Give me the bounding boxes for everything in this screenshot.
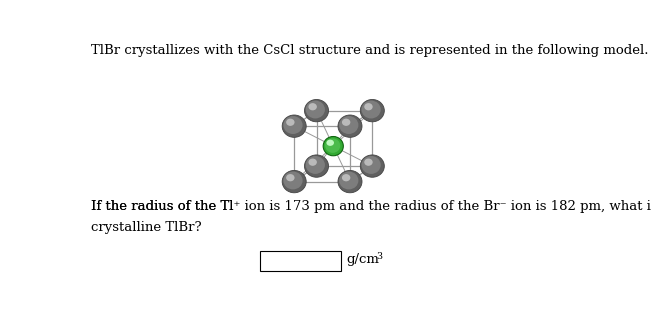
Text: If the radius of the Tl: If the radius of the Tl <box>91 200 234 213</box>
Text: g/cm: g/cm <box>346 253 380 266</box>
Ellipse shape <box>286 174 294 181</box>
Ellipse shape <box>306 156 325 174</box>
Ellipse shape <box>361 100 381 118</box>
Ellipse shape <box>305 100 329 122</box>
Ellipse shape <box>365 159 372 166</box>
Text: crystalline TlBr?: crystalline TlBr? <box>91 221 202 234</box>
Ellipse shape <box>342 119 350 126</box>
Ellipse shape <box>309 159 317 166</box>
Ellipse shape <box>339 116 359 134</box>
Ellipse shape <box>282 115 306 137</box>
Text: If the radius of the Tl⁺ ion is 173 pm and the radius of the Br⁻ ion is 182 pm, : If the radius of the Tl⁺ ion is 173 pm a… <box>91 200 651 213</box>
FancyBboxPatch shape <box>260 251 341 271</box>
Text: TlBr crystallizes with the CsCl structure and is represented in the following mo: TlBr crystallizes with the CsCl structur… <box>91 44 649 57</box>
Ellipse shape <box>360 155 384 177</box>
Text: 3: 3 <box>376 252 382 261</box>
Ellipse shape <box>323 136 343 156</box>
Ellipse shape <box>286 119 294 126</box>
Ellipse shape <box>283 116 303 134</box>
Ellipse shape <box>361 156 381 174</box>
Ellipse shape <box>309 103 317 110</box>
Ellipse shape <box>305 155 329 177</box>
Ellipse shape <box>338 171 362 193</box>
Ellipse shape <box>342 174 350 181</box>
Ellipse shape <box>326 140 334 146</box>
Ellipse shape <box>339 172 359 189</box>
Ellipse shape <box>306 100 325 118</box>
Ellipse shape <box>360 100 384 122</box>
Ellipse shape <box>282 171 306 193</box>
Ellipse shape <box>365 103 372 110</box>
Ellipse shape <box>283 172 303 189</box>
Ellipse shape <box>338 115 362 137</box>
Ellipse shape <box>326 138 340 153</box>
